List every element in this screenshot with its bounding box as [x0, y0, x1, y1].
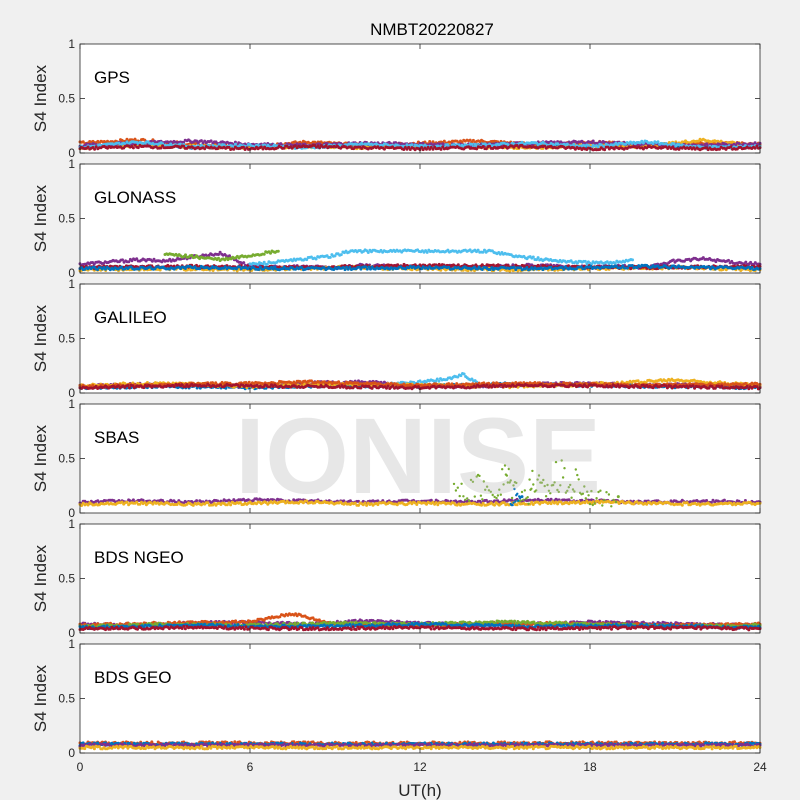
data-point — [536, 263, 540, 267]
plot-area — [80, 284, 760, 393]
data-point — [719, 139, 723, 143]
y-axis-label: S4 Index — [31, 64, 50, 132]
y-axis-label: S4 Index — [31, 184, 50, 252]
data-point — [339, 253, 343, 257]
data-point — [233, 140, 237, 144]
data-point — [596, 145, 600, 149]
data-point — [153, 139, 156, 143]
data-point — [394, 141, 398, 145]
data-point — [421, 141, 425, 145]
data-point — [674, 140, 678, 144]
figure-title: NMBT20220827 — [370, 20, 494, 39]
data-point — [631, 258, 634, 262]
data-point — [580, 139, 584, 143]
data-point — [468, 138, 472, 142]
data-point — [182, 140, 186, 144]
y-tick-label: 0.5 — [58, 92, 75, 106]
data-point — [471, 138, 475, 142]
data-point — [531, 255, 535, 259]
data-point — [410, 143, 414, 147]
data-point — [93, 147, 97, 151]
data-point — [626, 266, 629, 270]
data-point — [470, 142, 474, 146]
data-point — [242, 261, 246, 265]
data-point — [442, 139, 446, 143]
data-point — [131, 146, 135, 150]
y-tick-label: 1 — [68, 157, 75, 171]
data-point — [233, 142, 237, 146]
data-point — [562, 267, 566, 271]
data-point — [328, 255, 332, 259]
data-point — [591, 139, 595, 143]
data-point — [276, 249, 280, 253]
constellation-label: GPS — [94, 68, 130, 87]
data-point — [209, 139, 213, 143]
data-point — [428, 140, 432, 143]
plot-area — [80, 44, 760, 153]
data-point — [199, 139, 203, 143]
constellation-label: GLONASS — [94, 188, 176, 207]
y-tick-label: 0.5 — [58, 212, 75, 226]
data-point — [727, 258, 730, 262]
y-tick-label: 1 — [68, 37, 75, 51]
data-point — [656, 140, 660, 144]
